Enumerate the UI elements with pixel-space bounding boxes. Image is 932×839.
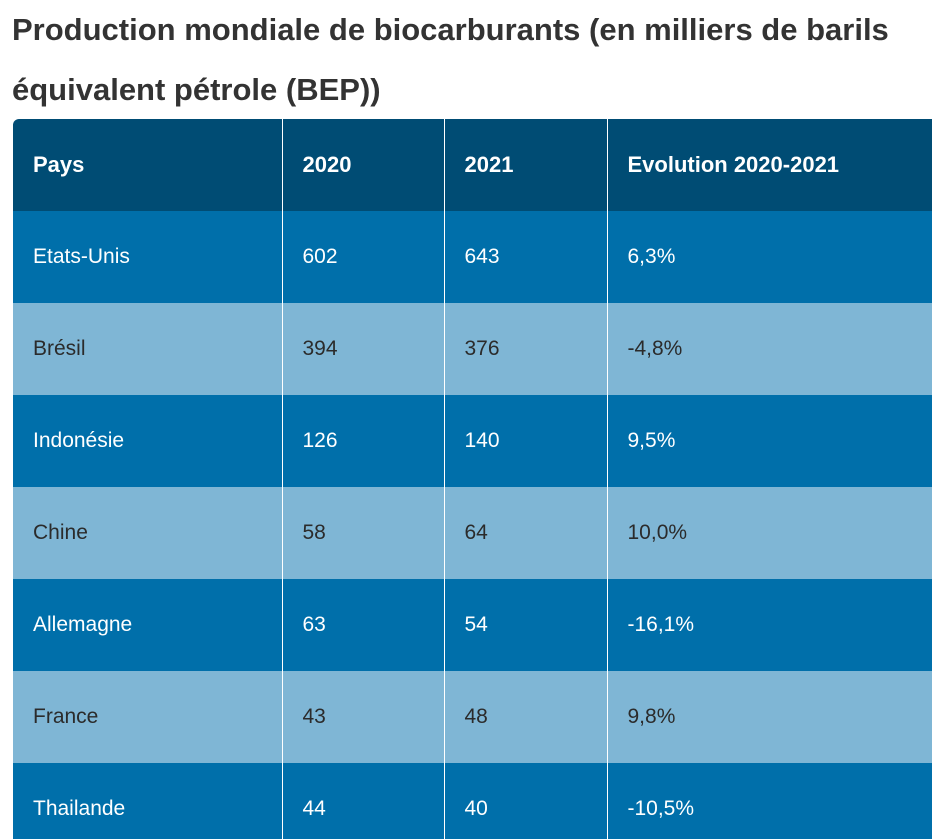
cell-2020: 602 — [282, 211, 445, 303]
cell-2020: 126 — [282, 395, 445, 487]
cell-country: Thailande — [13, 763, 283, 839]
header-2021: 2021 — [444, 119, 608, 211]
cell-evolution: 9,5% — [607, 395, 932, 487]
table-row: France 43 48 9,8% — [13, 671, 932, 763]
table-row: Chine 58 64 10,0% — [13, 487, 932, 579]
table-row: Etats-Unis 602 643 6,3% — [13, 211, 932, 303]
biofuel-production-table: Pays 2020 2021 Evolution 2020-2021 Etats… — [13, 119, 932, 839]
cell-country: Brésil — [13, 303, 283, 395]
cell-2021: 54 — [444, 579, 608, 671]
cell-country: Chine — [13, 487, 283, 579]
cell-2021: 140 — [444, 395, 608, 487]
cell-2020: 63 — [282, 579, 445, 671]
table-header-row: Pays 2020 2021 Evolution 2020-2021 — [13, 119, 932, 211]
cell-2020: 44 — [282, 763, 445, 839]
cell-country: Allemagne — [13, 579, 283, 671]
table-row: Allemagne 63 54 -16,1% — [13, 579, 932, 671]
cell-evolution: -16,1% — [607, 579, 932, 671]
header-evolution: Evolution 2020-2021 — [607, 119, 932, 211]
header-pays: Pays — [13, 119, 283, 211]
cell-evolution: 9,8% — [607, 671, 932, 763]
cell-2021: 64 — [444, 487, 608, 579]
cell-2021: 643 — [444, 211, 608, 303]
cell-2020: 58 — [282, 487, 445, 579]
table-row: Thailande 44 40 -10,5% — [13, 763, 932, 839]
table-row: Indonésie 126 140 9,5% — [13, 395, 932, 487]
cell-country: Indonésie — [13, 395, 283, 487]
cell-2021: 48 — [444, 671, 608, 763]
cell-evolution: 6,3% — [607, 211, 932, 303]
cell-2021: 376 — [444, 303, 608, 395]
title-line-1: Production mondiale de biocarburants (en… — [12, 12, 889, 47]
cell-2021: 40 — [444, 763, 608, 839]
page-title: Production mondiale de biocarburants (en… — [12, 0, 932, 120]
cell-country: Etats-Unis — [13, 211, 283, 303]
cell-evolution: -10,5% — [607, 763, 932, 839]
header-2020: 2020 — [282, 119, 445, 211]
cell-evolution: -4,8% — [607, 303, 932, 395]
table-row: Brésil 394 376 -4,8% — [13, 303, 932, 395]
cell-2020: 43 — [282, 671, 445, 763]
cell-country: France — [13, 671, 283, 763]
biofuel-table-container: Pays 2020 2021 Evolution 2020-2021 Etats… — [13, 119, 932, 839]
title-line-2: équivalent pétrole (BEP)) — [12, 72, 381, 107]
cell-2020: 394 — [282, 303, 445, 395]
cell-evolution: 10,0% — [607, 487, 932, 579]
